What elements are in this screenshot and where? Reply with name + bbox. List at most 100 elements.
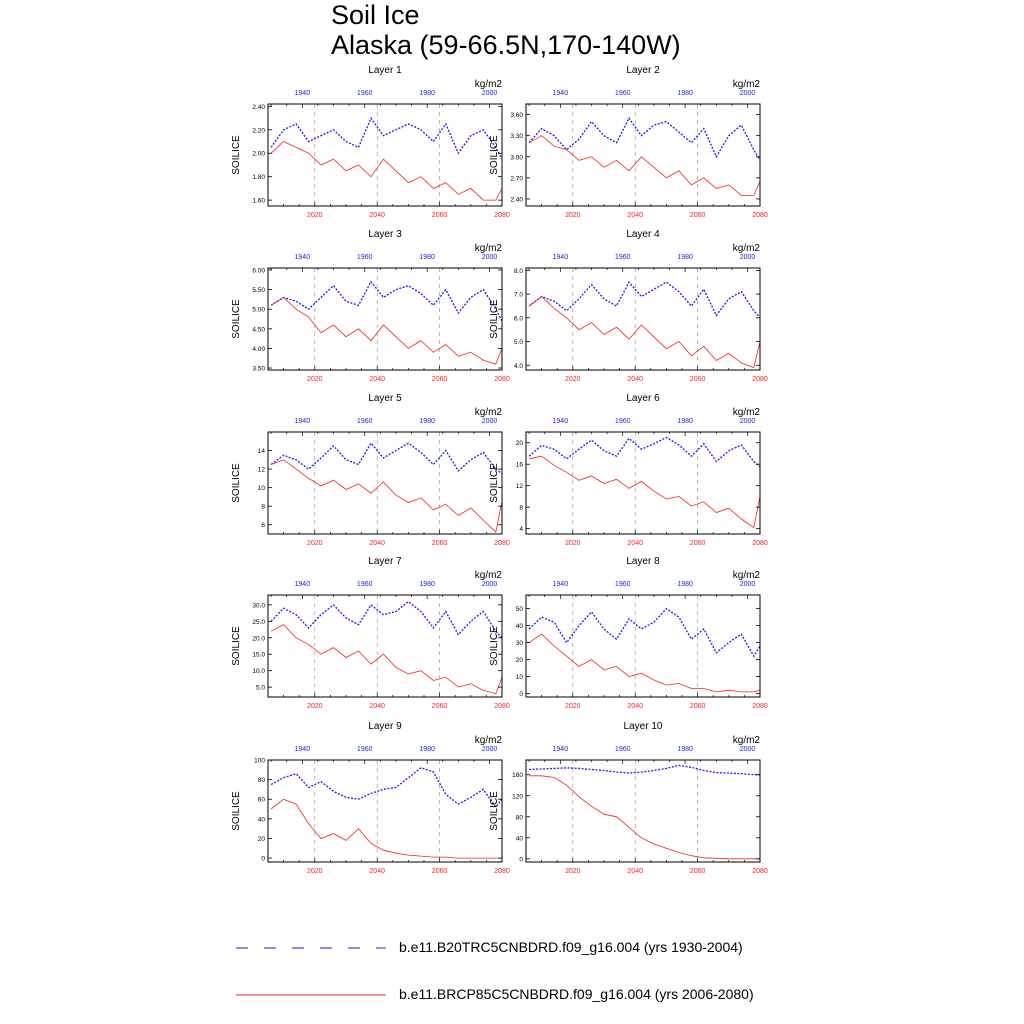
panel-title: Layer 3 — [368, 229, 402, 240]
series-line-future — [529, 455, 761, 529]
panel-title: Layer 7 — [368, 556, 402, 567]
y-axis-label: SOILICE — [231, 463, 242, 503]
y-tick-label: 50 — [516, 606, 524, 613]
y-tick-label: 14 — [258, 448, 266, 455]
series-line-historical — [529, 764, 760, 776]
panel-3: Layer 3 kg/m2 SOILICE 3.50 4.00 4.50 5.00 5.50 6… — [231, 229, 510, 383]
y-tick-label: 120 — [512, 793, 523, 800]
panel-4: Layer 4 kg/m2 SOILICE 4.0 5.0 6.0 7.0 8.0 2020 20… — [489, 229, 768, 383]
bottom-axis-year-label: 2080 — [752, 212, 768, 219]
y-tick-label: 40 — [258, 816, 266, 823]
y-tick-label: 4.0 — [514, 363, 523, 370]
y-axis-label: SOILICE — [231, 135, 242, 175]
y-tick-label: 10.0 — [252, 668, 265, 675]
plot-frame — [525, 594, 761, 698]
y-axis-label: SOILICE — [231, 299, 242, 339]
series-line-future — [528, 295, 761, 369]
y-tick-label: 30 — [516, 640, 524, 647]
units-label: kg/m2 — [733, 407, 761, 418]
top-axis-year-label: 2000 — [482, 254, 498, 261]
y-tick-label: 40 — [516, 835, 524, 842]
units-label: kg/m2 — [475, 570, 503, 581]
bottom-axis-year-label: 2020 — [307, 703, 323, 710]
y-tick-label: 6 — [261, 522, 265, 529]
y-tick-label: 0 — [519, 856, 523, 863]
top-axis-year-label: 2000 — [740, 581, 756, 588]
y-axis-label: SOILICE — [489, 135, 500, 175]
plot-frame — [267, 267, 503, 371]
bottom-axis-year-label: 2020 — [307, 376, 323, 383]
figure-title-line-1: Soil Ice — [331, 0, 420, 30]
y-tick-label: 3.30 — [510, 133, 523, 140]
top-axis-year-label: 1940 — [295, 254, 311, 261]
bottom-axis-year-label: 2020 — [307, 540, 323, 547]
bottom-axis-year-label: 2060 — [690, 376, 706, 383]
units-label: kg/m2 — [733, 79, 761, 90]
y-tick-label: 3.50 — [252, 366, 265, 373]
units-label: kg/m2 — [733, 243, 761, 254]
top-axis-year-label: 1960 — [615, 581, 631, 588]
panel-title: Layer 4 — [626, 229, 660, 240]
bottom-axis-year-label: 2080 — [494, 540, 510, 547]
units-label: kg/m2 — [475, 79, 503, 90]
series-line-historical — [528, 607, 761, 658]
bottom-axis-year-label: 2060 — [690, 703, 706, 710]
series-line-future — [270, 624, 503, 695]
y-tick-label: 3.60 — [510, 112, 523, 119]
series-line-future — [270, 141, 503, 201]
series-line-historical — [528, 436, 761, 468]
top-axis-year-label: 2000 — [482, 418, 498, 425]
top-axis-year-label: 1940 — [553, 254, 569, 261]
top-axis-year-label: 1980 — [419, 581, 435, 588]
plot-frame — [267, 594, 503, 698]
top-axis-year-label: 2000 — [740, 746, 756, 753]
series-line-historical — [528, 281, 761, 319]
bottom-axis-year-label: 2060 — [432, 376, 448, 383]
plot-frame — [267, 759, 503, 863]
bottom-axis-year-label: 2020 — [565, 540, 581, 547]
y-tick-label: 10 — [258, 485, 266, 492]
y-tick-label: 4.50 — [252, 326, 265, 333]
series-line-future — [528, 135, 761, 196]
bottom-axis-year-label: 2080 — [752, 703, 768, 710]
bottom-axis-year-label: 2040 — [369, 868, 385, 875]
panel-8: Layer 8 kg/m2 SOILICE 0 10 20 30 40 50 2020 2040 20… — [489, 556, 768, 710]
top-axis-year-label: 1960 — [615, 418, 631, 425]
y-tick-label: 25.0 — [252, 619, 265, 626]
y-tick-label: 12 — [258, 467, 266, 474]
y-tick-label: 2.20 — [252, 127, 265, 134]
bottom-axis-year-label: 2040 — [369, 376, 385, 383]
units-label: kg/m2 — [733, 735, 761, 746]
plot-frame — [525, 759, 761, 863]
panel-title: Layer 2 — [626, 65, 660, 76]
bottom-axis-year-label: 2060 — [432, 868, 448, 875]
panel-title: Layer 6 — [626, 393, 660, 404]
top-axis-year-label: 1980 — [677, 581, 693, 588]
legend-label-historical: b.e11.B20TRC5CNBDRD.f09_g16.004 (yrs 193… — [399, 939, 743, 955]
y-tick-label: 8 — [519, 505, 523, 512]
panel-title: Layer 9 — [368, 721, 402, 732]
y-tick-label: 1.80 — [252, 174, 265, 181]
y-tick-label: 5.0 — [514, 339, 523, 346]
y-tick-label: 60 — [258, 797, 266, 804]
y-tick-label: 2.70 — [510, 175, 523, 182]
series-line-historical — [528, 116, 761, 161]
top-axis-year-label: 1980 — [677, 746, 693, 753]
bottom-axis-year-label: 2080 — [752, 376, 768, 383]
y-axis-label: SOILICE — [489, 791, 500, 831]
y-tick-label: 0 — [519, 691, 523, 698]
y-tick-label: 5.50 — [252, 287, 265, 294]
bottom-axis-year-label: 2060 — [690, 868, 706, 875]
bottom-axis-year-label: 2060 — [432, 540, 448, 547]
y-tick-label: 8.0 — [514, 268, 523, 275]
panel-title: Layer 8 — [626, 556, 660, 567]
top-axis-year-label: 1960 — [357, 254, 373, 261]
series-line-future — [529, 775, 760, 860]
top-axis-year-label: 2000 — [482, 746, 498, 753]
series-line-historical — [270, 280, 503, 322]
series-line-future — [270, 459, 503, 533]
y-tick-label: 2.40 — [510, 196, 523, 203]
y-tick-label: 8 — [261, 504, 265, 511]
top-axis-year-label: 1980 — [419, 418, 435, 425]
